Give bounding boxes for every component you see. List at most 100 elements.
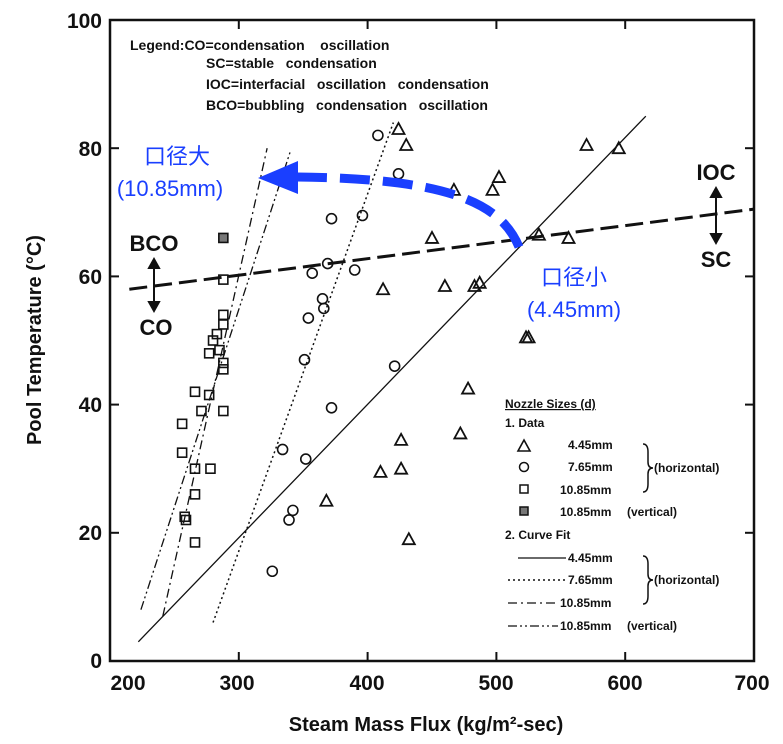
fit-line-10.85mm-horizontal — [162, 148, 268, 617]
data-point-triangle — [372, 464, 388, 478]
data-point-circle — [356, 209, 369, 222]
y-tick-label: 100 — [67, 10, 102, 33]
nozzle-legend: Nozzle Sizes (d) 1. Data 4.45mm 7.65mm 1… — [505, 397, 719, 633]
legend-entry: 7.65mm — [568, 573, 613, 587]
legend-vertical-note: (vertical) — [627, 619, 677, 633]
region-label-bco: BCO — [130, 231, 179, 256]
data-point-triangle — [460, 380, 476, 395]
x-tick-label: 200 — [110, 672, 145, 695]
data-point-triangle — [452, 425, 468, 440]
legend-entry: 4.45mm — [568, 438, 613, 452]
data-point-circle — [299, 453, 312, 465]
annotation-large-size: (10.85mm) — [117, 176, 223, 201]
data-point-triangle — [318, 492, 334, 507]
definition-ioc: IOC=interfacial oscillation condensation — [206, 76, 489, 92]
legend-entry: 4.45mm — [568, 551, 613, 565]
x-tick-label: 600 — [607, 672, 642, 695]
data-point-triangle — [491, 169, 507, 183]
x-tick-label: 700 — [734, 672, 769, 695]
data-point-triangle — [393, 431, 409, 446]
legend-entry: 10.85mm — [560, 505, 611, 519]
data-point-circle — [325, 402, 338, 414]
data-point-circle — [287, 504, 299, 517]
data-point-circle — [348, 264, 361, 276]
legend-entry: 10.85mm — [560, 619, 611, 633]
data-point-triangle — [393, 460, 409, 475]
legend-marker-triangle — [516, 438, 532, 452]
data-point-circle — [316, 293, 329, 305]
data-point-circle — [388, 360, 401, 372]
region-label-ioc: IOC — [696, 160, 735, 185]
definitions-legend: Legend:CO=condensation oscillation SC=st… — [130, 37, 489, 113]
legend-entry: 7.65mm — [568, 460, 613, 474]
y-tick-label: 60 — [79, 266, 102, 289]
x-tick-label: 400 — [349, 672, 384, 695]
x-tick-label: 500 — [478, 672, 513, 695]
y-tick-label: 80 — [79, 138, 102, 161]
data-point-circle — [318, 302, 330, 315]
data-point-triangle — [611, 140, 627, 155]
data-point-square — [218, 364, 229, 375]
region-labels: IOC SC BCO CO — [130, 160, 736, 340]
data-point-triangle — [375, 281, 391, 296]
data-point-square — [218, 309, 229, 321]
data-point-circle — [283, 514, 295, 526]
ioc-sc-bco-co-boundary — [129, 207, 755, 291]
data-point-square — [189, 537, 201, 548]
data-point-circle — [372, 129, 384, 142]
legend-data-header: 1. Data — [505, 416, 545, 430]
data-point-triangle — [437, 278, 453, 292]
fit-line-7.65mm — [212, 122, 395, 623]
data-point-square — [214, 344, 225, 356]
data-point-triangle — [485, 181, 501, 196]
region-label-co: CO — [140, 315, 173, 340]
data-point-circle — [325, 212, 338, 225]
data-point-square — [189, 463, 201, 475]
y-tick-label: 0 — [90, 650, 102, 673]
bco-co-arrowhead-up — [147, 256, 161, 269]
data-point-square-filled — [218, 232, 229, 244]
data-point-square — [218, 357, 229, 369]
legend-horizontal-note: (horizontal) — [654, 461, 719, 475]
data-point-square — [203, 389, 215, 401]
trend-arrowhead — [258, 161, 298, 194]
x-tick-label: 300 — [219, 672, 254, 695]
legend-fit-header: 2. Curve Fit — [505, 528, 570, 542]
data-points — [176, 121, 627, 578]
legend-entry: 10.85mm — [560, 483, 611, 497]
data-point-square — [196, 405, 207, 417]
legend-marker-square-filled — [519, 506, 529, 516]
data-point-triangle — [531, 226, 547, 241]
fit-lines — [137, 115, 647, 643]
nozzle-size-annotation: 口径大 (10.85mm) 口径小 (4.45mm) — [117, 144, 621, 322]
fit-line-10.85mm-vertical — [140, 151, 291, 610]
data-point-circle — [302, 312, 315, 324]
data-point-circle — [306, 267, 319, 279]
trend-arrow — [294, 172, 524, 249]
legend-marker-circle — [518, 461, 530, 473]
data-point-triangle — [424, 230, 440, 244]
ioc-sc-arrowhead-down — [709, 233, 723, 246]
data-point-square — [189, 489, 201, 500]
data-point-square — [218, 319, 229, 330]
data-point-circle — [321, 257, 334, 270]
data-point-circle — [276, 443, 289, 456]
legend-vertical-note: (vertical) — [627, 505, 677, 519]
x-tick-labels: 200 300 400 500 600 700 — [110, 672, 769, 695]
data-point-square — [176, 418, 188, 430]
data-point-circle — [298, 353, 311, 366]
y-tick-labels: 0 20 40 60 80 100 — [67, 10, 102, 673]
data-point-circle — [266, 565, 279, 578]
legend-brace-data — [642, 443, 654, 493]
data-point-triangle — [561, 230, 577, 244]
definition-sc: SC=stable condensation — [206, 55, 377, 71]
y-axis-label: Pool Temperature (°C) — [24, 235, 46, 445]
region-arrows — [147, 185, 723, 314]
data-point-square — [189, 386, 201, 398]
legend-marker-square — [519, 484, 529, 494]
data-point-square — [203, 348, 215, 359]
data-point-square — [176, 447, 188, 458]
fit-line-4.45mm — [137, 115, 647, 643]
bco-co-arrowhead-down — [147, 301, 161, 314]
